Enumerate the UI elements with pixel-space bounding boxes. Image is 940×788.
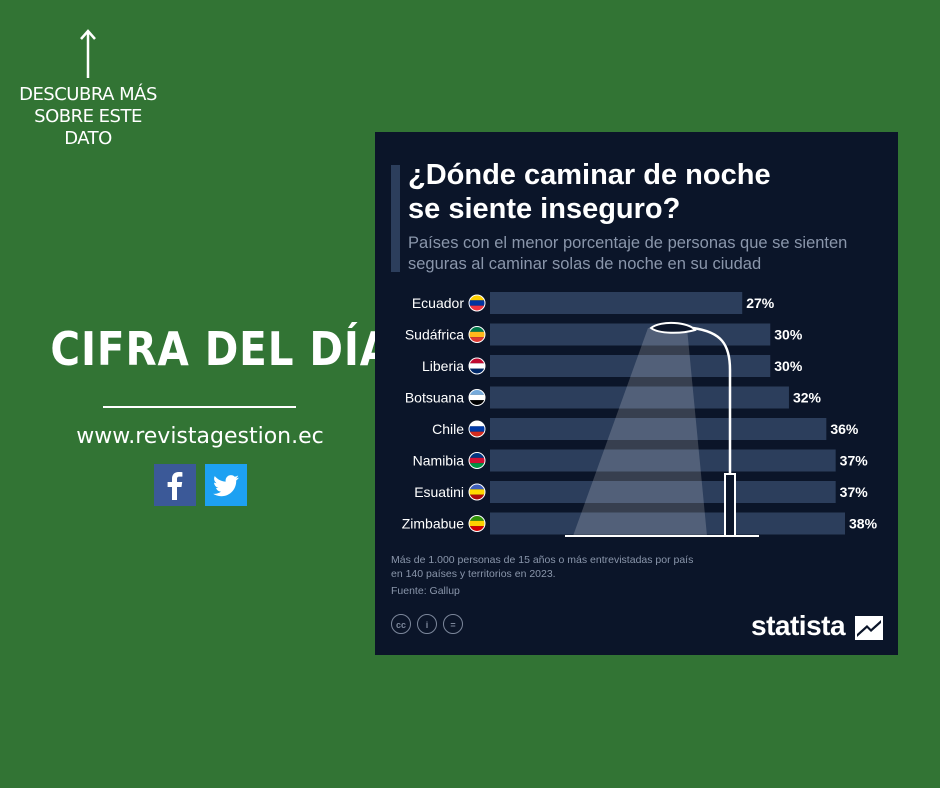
bar-esuatini bbox=[490, 481, 836, 503]
category-label: Esuatini bbox=[414, 484, 464, 500]
license-icons[interactable]: cc i = bbox=[391, 614, 469, 634]
category-label: Chile bbox=[432, 421, 464, 437]
street-lamp-illustration bbox=[565, 322, 759, 537]
bar-sudáfrica bbox=[490, 323, 771, 346]
category-label: Ecuador bbox=[412, 295, 464, 311]
chart-title: ¿Dónde caminar de noche se siente insegu… bbox=[408, 158, 848, 226]
category-label: Sudáfrica bbox=[405, 327, 464, 343]
website-link[interactable]: www.revistagestion.ec bbox=[76, 424, 324, 449]
category-label: Botsuana bbox=[405, 390, 464, 406]
cc-icon[interactable]: cc bbox=[391, 614, 411, 634]
flag-icon bbox=[468, 515, 486, 532]
bar-liberia bbox=[490, 355, 771, 377]
flag-icon bbox=[468, 357, 486, 375]
value-label: 37% bbox=[840, 484, 869, 500]
arrow-up-icon bbox=[80, 29, 96, 78]
facebook-icon bbox=[167, 472, 183, 500]
bar-namibia bbox=[490, 449, 836, 472]
flag-icon bbox=[468, 294, 486, 312]
cta-line: DESCUBRA MÁS bbox=[19, 84, 157, 105]
category-label: Zimbabue bbox=[402, 516, 464, 532]
cta-line: SOBRE ESTE bbox=[34, 106, 142, 127]
value-label: 30% bbox=[774, 327, 803, 343]
chart-card: ¿Dónde caminar de noche se siente insegu… bbox=[375, 132, 898, 655]
lamp-base bbox=[724, 473, 736, 537]
category-label: Namibia bbox=[413, 453, 465, 469]
statista-mark-icon bbox=[855, 616, 883, 640]
cta-line: DATO bbox=[64, 128, 112, 149]
statista-logo[interactable]: statista bbox=[751, 610, 846, 641]
title-line: se siente inseguro? bbox=[408, 193, 681, 225]
lamp-light-cone bbox=[573, 328, 707, 536]
value-label: 38% bbox=[849, 516, 878, 532]
attribution-icon[interactable]: i bbox=[417, 614, 437, 634]
title-line: ¿Dónde caminar de noche bbox=[408, 159, 771, 191]
value-label: 37% bbox=[840, 453, 869, 469]
value-label: 36% bbox=[830, 421, 859, 437]
bar-botsuana bbox=[490, 386, 789, 409]
headline: CIFRA DEL DÍA bbox=[50, 322, 392, 376]
flag-icon bbox=[468, 452, 486, 469]
bar-zimbabue bbox=[490, 512, 845, 535]
bar-chile bbox=[490, 418, 827, 440]
flag-icon bbox=[468, 389, 486, 406]
chart-footnote: Más de 1.000 personas de 15 años o más e… bbox=[391, 553, 751, 581]
chart-subtitle: Países con el menor porcentaje de person… bbox=[408, 233, 888, 275]
chart-source: Fuente: Gallup bbox=[391, 585, 460, 597]
bar-ecuador bbox=[490, 292, 743, 314]
footnote-line: Más de 1.000 personas de 15 años o más e… bbox=[391, 554, 694, 566]
value-label: 27% bbox=[746, 295, 775, 311]
category-label: Liberia bbox=[422, 358, 464, 374]
bar-chart: Ecuador 27% Sudáfrica 30% Liberia 30% Botsuana… bbox=[402, 292, 878, 537]
flag-icon bbox=[468, 326, 486, 343]
facebook-button[interactable] bbox=[154, 464, 196, 506]
subtitle-line: seguras al caminar solas de noche en su … bbox=[408, 255, 762, 273]
twitter-icon bbox=[213, 475, 239, 497]
value-label: 32% bbox=[793, 390, 822, 406]
divider bbox=[103, 406, 296, 408]
discover-more-link[interactable]: DESCUBRA MÁS SOBRE ESTE DATO bbox=[18, 84, 158, 150]
subtitle-line: Países con el menor porcentaje de person… bbox=[408, 234, 848, 252]
title-accent-bar bbox=[391, 165, 400, 272]
twitter-button[interactable] bbox=[205, 464, 247, 506]
flag-icon bbox=[468, 420, 486, 438]
flag-icon bbox=[468, 483, 486, 501]
footnote-line: en 140 países y territorios en 2023. bbox=[391, 568, 556, 580]
lamp-pole bbox=[692, 326, 732, 532]
noderivs-icon[interactable]: = bbox=[443, 614, 463, 634]
lamp-head bbox=[649, 322, 697, 334]
value-label: 30% bbox=[774, 358, 803, 374]
